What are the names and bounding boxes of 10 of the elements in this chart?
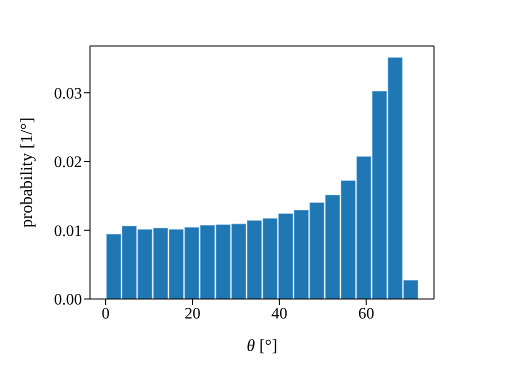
y-tick-label: 0.01 bbox=[54, 222, 82, 240]
y-tick-label: 0.00 bbox=[54, 292, 82, 309]
y-tick-label: 0.03 bbox=[54, 85, 82, 102]
y-axis-title: probability [1/°] bbox=[17, 117, 36, 228]
y-tick-label: 0.02 bbox=[54, 154, 82, 172]
x-tick-label: 40 bbox=[271, 305, 288, 322]
x-tick-label: 0 bbox=[102, 305, 110, 322]
x-tick-label: 20 bbox=[184, 305, 201, 322]
x-tick-label: 60 bbox=[358, 305, 374, 322]
x-axis-title: θ [°] bbox=[246, 336, 278, 355]
